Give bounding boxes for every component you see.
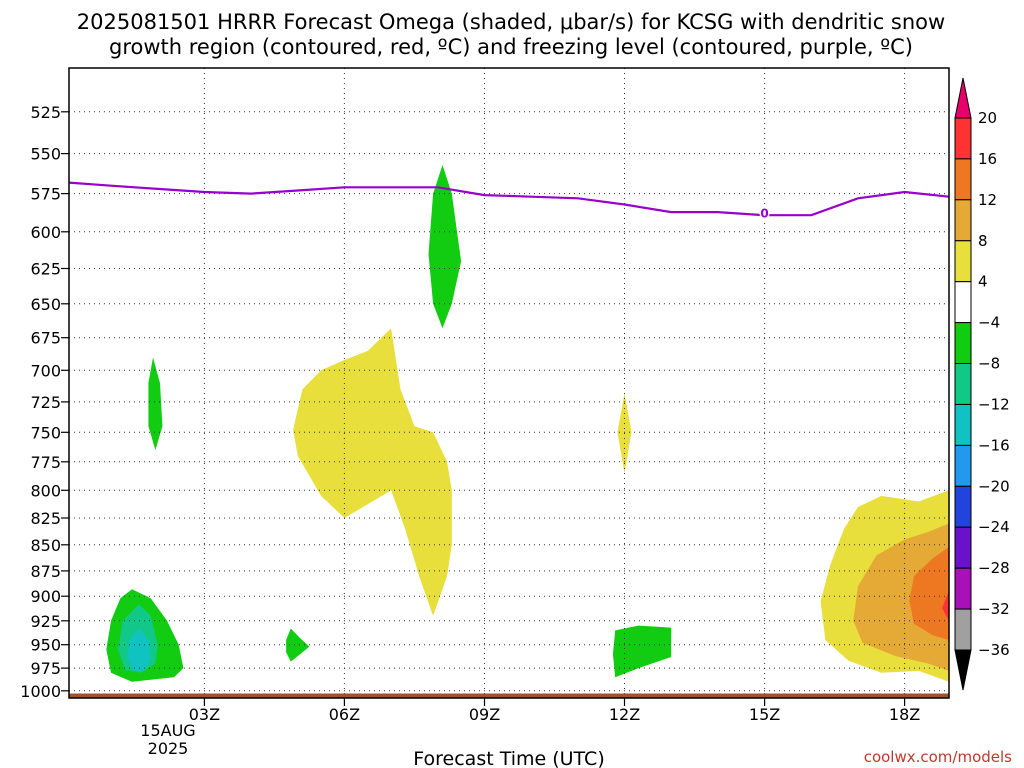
colorbar-segment-8: [954, 444, 972, 487]
colorbar-segment-9: [954, 485, 972, 528]
colorbar-segment-1: [954, 158, 972, 201]
y-tick-label-925: 925: [30, 612, 61, 631]
y-tick-label-825: 825: [30, 509, 61, 528]
colorbar-tick-label-3: 8: [978, 232, 988, 250]
colorbar-tick-label-12: −32: [978, 600, 1010, 618]
colorbar-tick-label-5: −4: [978, 314, 1000, 332]
omega-region-5: [286, 628, 310, 662]
x-tick-label-09Z: 09Z: [469, 705, 500, 724]
colorbar-segment-10: [954, 526, 972, 569]
plot-area: 0: [68, 67, 950, 699]
colorbar-segment-3: [954, 240, 972, 283]
freezing-level-label: 0: [760, 207, 768, 221]
plot-frame: [68, 67, 950, 699]
colorbar-segment-6: [954, 363, 972, 405]
omega-region-6: [612, 625, 672, 678]
x-axis-label: Forecast Time (UTC): [413, 748, 604, 768]
y-tick-label-800: 800: [30, 481, 61, 500]
colorbar-segment-2: [954, 199, 972, 242]
colorbar-tick-label-1: 16: [978, 150, 997, 168]
grid-lines: [69, 68, 949, 698]
y-tick-label-950: 950: [30, 636, 61, 655]
omega-region-0: [428, 165, 462, 329]
y-tick-label-550: 550: [30, 145, 61, 164]
colorbar-tick-label-8: −16: [978, 436, 1010, 454]
colorbar-segment-12: [954, 608, 972, 651]
colorbar-tick-label-7: −12: [978, 396, 1010, 414]
y-tick-label-600: 600: [30, 223, 61, 242]
x-date-line-1: 15AUG: [140, 721, 195, 740]
freezing-level-line: [68, 181, 950, 217]
y-tick-label-700: 700: [30, 361, 61, 380]
colorbar-segment-4: [954, 281, 972, 324]
y-tick-label-875: 875: [30, 562, 61, 581]
y-tick-label-725: 725: [30, 393, 61, 412]
y-tick-label-975: 975: [30, 659, 61, 678]
omega-region-7: [293, 328, 452, 616]
y-tick-label-775: 775: [30, 453, 61, 472]
colorbar-top-arrow: [954, 77, 972, 119]
y-tick-label-650: 650: [30, 295, 61, 314]
y-tick-label-850: 850: [30, 536, 61, 555]
colorbar-tick-label-4: 4: [978, 273, 988, 291]
colorbar-tick-label-2: 12: [978, 191, 997, 209]
credit-text: coolwx.com/models: [864, 748, 1012, 766]
omega-region-1: [148, 357, 163, 451]
x-tick-label-03Z: 03Z: [189, 705, 220, 724]
omega-region-10: [853, 523, 949, 671]
y-tick-label-675: 675: [30, 329, 61, 348]
colorbar-tick-label-10: −24: [978, 518, 1010, 536]
omega-region-11: [909, 546, 949, 640]
chart-title-line-2: growth region (contoured, red, ºC) and f…: [109, 35, 913, 59]
y-tick-label-575: 575: [30, 185, 61, 204]
colorbar-tick-label-11: −28: [978, 559, 1010, 577]
x-tick-label-15Z: 15Z: [749, 705, 780, 724]
plot-background: [69, 68, 949, 698]
colorbar: 20 16 12 8 4 −4 −8 −12 −16 −20 −24 −28 −32 −36: [954, 77, 1010, 691]
colorbar-tick-label-6: −8: [978, 355, 1000, 373]
omega-region-4: [127, 628, 151, 671]
x-tick-label-18Z: 18Z: [889, 705, 920, 724]
omega-region-12: [942, 591, 949, 621]
colorbar-segment-5: [954, 322, 972, 365]
colorbar-tick-label-0: 20: [978, 109, 997, 127]
omega-regions: [106, 165, 949, 682]
y-tick-label-525: 525: [30, 103, 61, 122]
colorbar-segment-0: [954, 117, 972, 160]
y-tick-label-1000: 1000: [20, 682, 61, 701]
x-date-line-2: 2025: [148, 739, 189, 758]
x-axis-ticks: 03Z 06Z 09Z 12Z 15Z 18Z: [189, 698, 920, 724]
x-tick-label-12Z: 12Z: [609, 705, 640, 724]
y-axis-ticks: 525 550 575 600 625 650 675 700 725 750 775 800 825 8…: [20, 103, 69, 701]
y-tick-label-750: 750: [30, 423, 61, 442]
colorbar-segment-7: [954, 404, 972, 446]
surface-ground-strip: [69, 693, 949, 698]
x-tick-label-06Z: 06Z: [329, 705, 360, 724]
colorbar-segment-11: [954, 567, 972, 610]
chart-title-line-1: 2025081501 HRRR Forecast Omega (shaded, …: [77, 10, 945, 34]
colorbar-tick-label-9: −20: [978, 477, 1010, 495]
y-tick-label-900: 900: [30, 587, 61, 606]
colorbar-tick-label-13: −36: [978, 641, 1010, 659]
colorbar-bottom-arrow: [954, 649, 972, 691]
y-tick-label-625: 625: [30, 260, 61, 279]
